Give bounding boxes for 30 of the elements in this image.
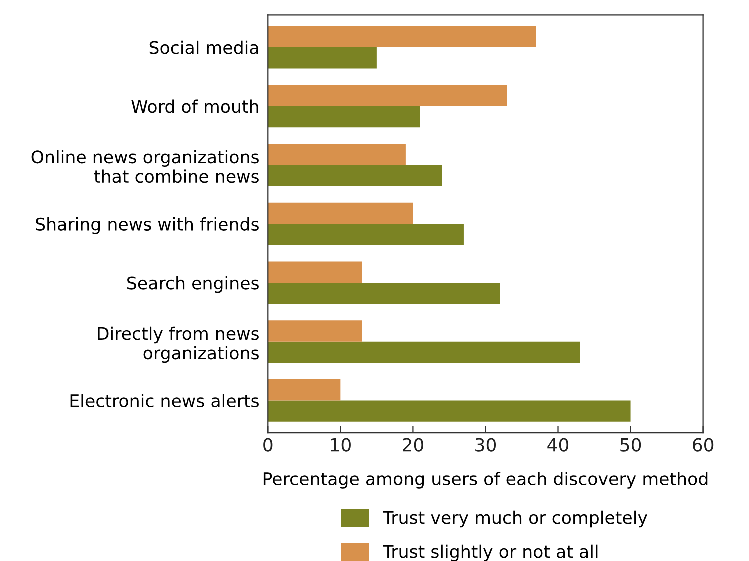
- y-tick-label: Electronic news alerts: [70, 394, 259, 408]
- bar: [268, 282, 500, 304]
- x-tick-label: 30: [476, 438, 496, 452]
- bar: [268, 320, 362, 342]
- x-tick-label: 0: [264, 438, 273, 452]
- y-tick-label: Online news organizations that combine news: [32, 150, 259, 184]
- bar: [268, 85, 508, 106]
- bar: [268, 48, 377, 69]
- bar: [268, 224, 464, 246]
- bar: [268, 262, 362, 283]
- y-tick-label: Directly from news organizations: [98, 326, 259, 364]
- bar: [268, 144, 406, 166]
- bar: [268, 26, 536, 48]
- y-tick-label: Word of mouth: [132, 100, 258, 114]
- x-tick-label: 40: [548, 438, 569, 452]
- x-axis-title: Percentage among users of each discovery method: [264, 472, 708, 489]
- bar: [268, 106, 420, 128]
- legend-label: Trust very much or completely: [383, 510, 648, 528]
- x-tick-label: 50: [620, 438, 642, 452]
- bar: [268, 165, 442, 186]
- x-tick-label: 20: [403, 438, 424, 452]
- x-tick-label: 60: [693, 438, 714, 452]
- y-tick-label: Social media: [150, 40, 258, 54]
- bar: [268, 342, 580, 364]
- bar: [268, 380, 341, 401]
- y-tick-label: Search engines: [128, 276, 259, 294]
- bar: [268, 400, 631, 422]
- x-tick-label: 10: [331, 438, 351, 452]
- y-tick-label: Sharing news with friends: [36, 218, 259, 234]
- bar: [268, 202, 414, 224]
